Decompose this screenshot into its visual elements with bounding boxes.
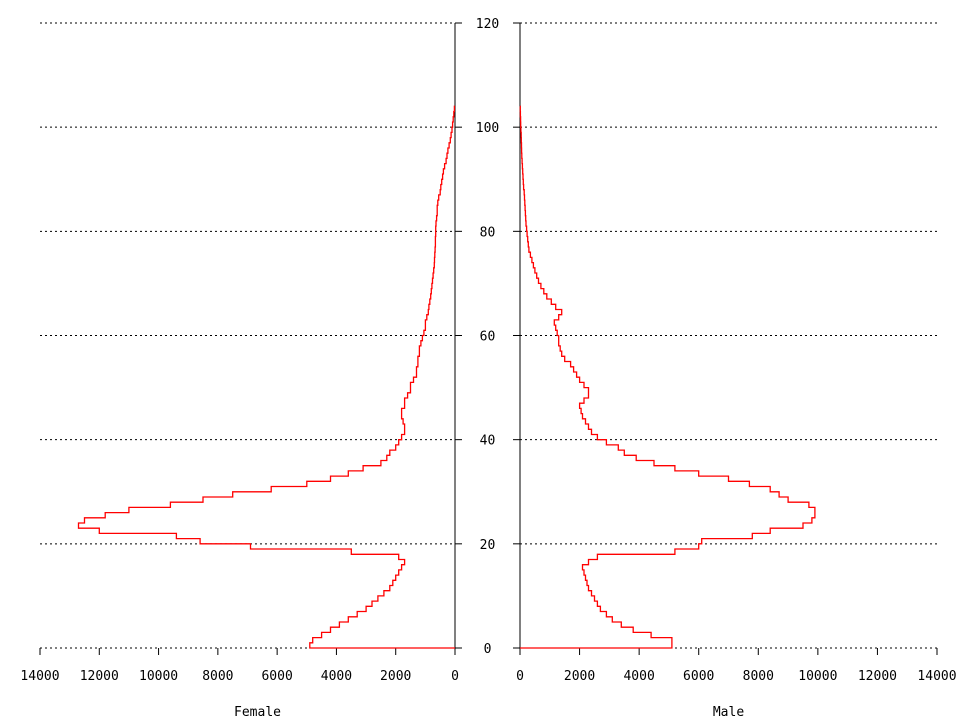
male-x-ticks: 0 2000 4000 6000 8000 10000 12000 14000	[516, 647, 957, 684]
y-tick-label-40: 40	[480, 434, 496, 449]
male-x-tick-label-0: 0	[516, 669, 524, 684]
female-x-ticks: 0 2000 4000 6000 8000 10000 12000 14000	[20, 647, 459, 684]
male-x-tick-label-8000: 8000	[743, 669, 774, 684]
female-series-line	[77, 105, 456, 649]
female-x-tick-label-2000: 2000	[380, 669, 411, 684]
female-x-tick-label-4000: 4000	[321, 669, 352, 684]
y-tick-label-60: 60	[480, 330, 496, 345]
age-y-ticks: 0 20 40 60 80 100 120	[455, 17, 520, 657]
male-axis-label: Male	[713, 705, 744, 720]
y-tick-label-20: 20	[480, 538, 496, 553]
male-x-tick-label-10000: 10000	[798, 669, 837, 684]
male-x-tick-label-14000: 14000	[917, 669, 956, 684]
male-x-tick-label-4000: 4000	[623, 669, 654, 684]
series-lines	[77, 105, 816, 649]
y-tick-label-100: 100	[476, 121, 499, 136]
female-x-tick-label-0: 0	[451, 669, 459, 684]
male-series-line	[519, 105, 816, 649]
female-x-tick-label-12000: 12000	[80, 669, 119, 684]
female-axis-label: Female	[234, 705, 281, 720]
male-x-tick-label-2000: 2000	[564, 669, 595, 684]
female-x-tick-label-10000: 10000	[139, 669, 178, 684]
y-tick-label-120: 120	[476, 17, 499, 32]
y-tick-label-0: 0	[484, 642, 492, 657]
female-x-tick-label-14000: 14000	[20, 669, 59, 684]
female-x-tick-label-8000: 8000	[202, 669, 233, 684]
male-x-tick-label-6000: 6000	[683, 669, 714, 684]
female-x-tick-label-6000: 6000	[261, 669, 292, 684]
y-tick-label-80: 80	[480, 225, 496, 240]
male-x-tick-label-12000: 12000	[858, 669, 897, 684]
